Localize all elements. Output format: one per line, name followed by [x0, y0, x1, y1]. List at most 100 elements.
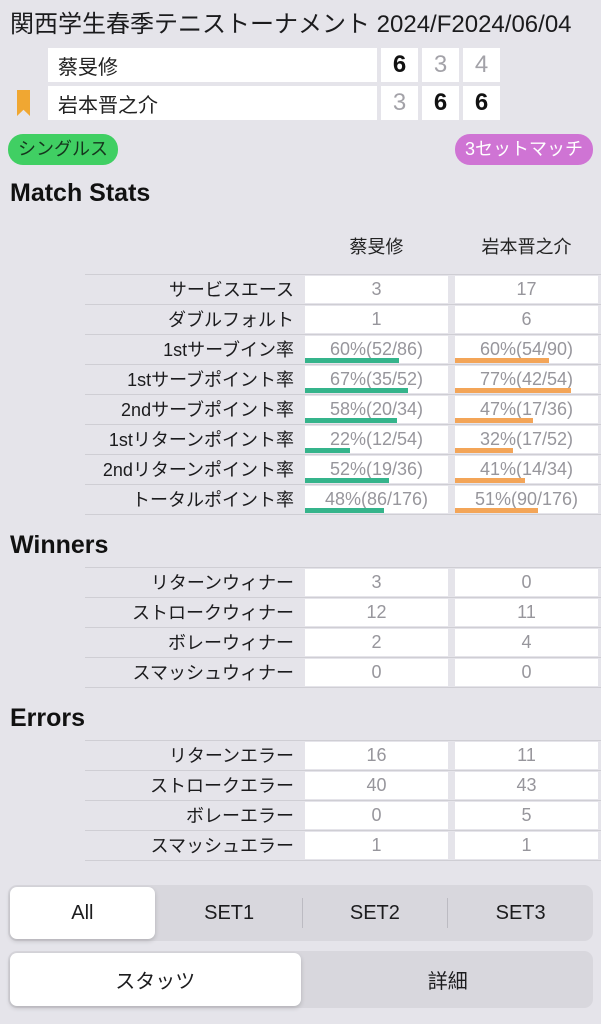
- header: 関西学生春季テニストーナメント 2024/F 2024/06/04: [0, 0, 601, 41]
- stat-label: リターンウィナー: [150, 573, 294, 593]
- table-row: サービスエース 3 17: [0, 274, 601, 304]
- stat-value-text: 51%(90/176): [474, 488, 579, 509]
- stat-value-p1: 48%(86/176): [305, 485, 448, 513]
- player2-column-header: 岩本晋之介: [481, 236, 572, 257]
- table-row: 1stサーブイン率 60%(52/86) 60%(54/90): [0, 334, 601, 364]
- stat-value-p2: 32%(17/52): [455, 425, 598, 453]
- match-stats-heading: Match Stats: [10, 179, 151, 207]
- stat-value-p2: 47%(17/36): [455, 395, 598, 423]
- table-row: 2ndリターンポイント率 52%(19/36) 41%(14/34): [0, 454, 601, 484]
- player2-set2-score[interactable]: 6: [422, 86, 459, 120]
- stat-value-text: 22%(12/54): [329, 428, 424, 449]
- stat-value-text: 67%(35/52): [329, 368, 424, 389]
- stat-label: ダブルフォルト: [168, 310, 294, 330]
- stat-label: 1stサーブポイント率: [127, 370, 294, 390]
- stat-value-text: 41%(14/34): [479, 458, 574, 479]
- stat-value-text: 52%(19/36): [329, 458, 424, 479]
- segment-set1[interactable]: SET1: [204, 901, 255, 924]
- table-row: トータルポイント率 48%(86/176) 51%(90/176): [0, 484, 601, 514]
- stats-column-headers: 蔡旻修 岩本晋之介: [0, 233, 601, 258]
- p2-percentage-bar: [455, 417, 533, 423]
- winners-table: リターンウィナー 3 0 ストロークウィナー 12 11 ボレーウィナー 2 4…: [0, 567, 601, 688]
- table-row: スマッシュウィナー 0 0: [0, 657, 601, 687]
- stat-label: ストロークウィナー: [132, 603, 294, 623]
- p1-percentage-bar: [305, 507, 384, 513]
- stat-value-text: 60%(52/86): [329, 338, 424, 359]
- segment-set3[interactable]: SET3: [495, 901, 546, 924]
- stat-value-p2: 77%(42/54): [455, 365, 598, 393]
- p2-percentage-bar: [455, 507, 538, 513]
- table-row: リターンウィナー 3 0: [0, 567, 601, 597]
- stat-value-p1: 16: [305, 741, 448, 769]
- player1-set3-score[interactable]: 4: [463, 48, 500, 82]
- p1-percentage-bar: [305, 477, 390, 483]
- stat-value-p1: 60%(52/86): [305, 335, 448, 363]
- stat-value-p1: 67%(35/52): [305, 365, 448, 393]
- stat-label: トータルポイント率: [132, 490, 294, 510]
- errors-table: リターンエラー 16 11 ストロークエラー 40 43 ボレーエラー 0 5 …: [0, 740, 601, 861]
- player1-set2-score[interactable]: 3: [422, 48, 459, 82]
- stat-value-p1: 0: [305, 801, 448, 829]
- stat-label: 1stサーブイン率: [163, 340, 294, 360]
- stat-value-p1: 0: [305, 658, 448, 686]
- stat-value-p2: 1: [455, 831, 598, 859]
- stat-label: スマッシュウィナー: [132, 663, 294, 683]
- segment-divider: [301, 898, 303, 928]
- player2-set3-score[interactable]: 6: [463, 86, 500, 120]
- stat-label: 2ndリターンポイント率: [102, 460, 294, 480]
- table-row: ボレーウィナー 2 4: [0, 627, 601, 657]
- player2-name-field[interactable]: 岩本晋之介: [48, 86, 377, 120]
- p1-percentage-bar: [305, 447, 351, 453]
- stat-value-p1: 52%(19/36): [305, 455, 448, 483]
- stat-label: 1stリターンポイント率: [108, 430, 294, 450]
- player1-set1-score[interactable]: 6: [381, 48, 418, 82]
- stat-value-text: 32%(17/52): [479, 428, 574, 449]
- player2-row: 岩本晋之介 3 6 6: [17, 86, 601, 120]
- stat-value-p2: 11: [455, 741, 598, 769]
- set-selector: All SET1 SET2 SET3: [8, 885, 593, 941]
- tournament-title: 関西学生春季テニストーナメント 2024/F: [10, 11, 452, 38]
- match-format-badge: 3セットマッチ: [454, 134, 593, 165]
- stat-value-p1: 40: [305, 771, 448, 799]
- p2-percentage-bar: [455, 357, 550, 363]
- stat-label: ストロークエラー: [150, 776, 294, 796]
- stat-label: サービスエース: [168, 280, 294, 300]
- p1-percentage-bar: [305, 357, 400, 363]
- stat-value-p1: 58%(20/34): [305, 395, 448, 423]
- stat-value-p2: 0: [455, 568, 598, 596]
- table-row: ボレーエラー 0 5: [0, 800, 601, 830]
- stat-value-p1: 1: [305, 831, 448, 859]
- stat-label: ボレーウィナー: [168, 633, 294, 653]
- stat-value-p1: 3: [305, 275, 448, 303]
- winners-heading: Winners: [10, 531, 109, 559]
- bookmark-icon[interactable]: [17, 90, 30, 116]
- stat-value-p2: 11: [455, 598, 598, 626]
- stat-value-p2: 51%(90/176): [455, 485, 598, 513]
- segment-all[interactable]: All: [10, 887, 155, 939]
- segment-details[interactable]: 詳細: [427, 971, 468, 993]
- stat-value-p2: 5: [455, 801, 598, 829]
- stat-value-text: 60%(54/90): [479, 338, 574, 359]
- errors-heading: Errors: [10, 704, 86, 732]
- match-stats-table: サービスエース 3 17 ダブルフォルト 1 6 1stサーブイン率 60%(5…: [0, 274, 601, 515]
- stat-label: リターンエラー: [168, 746, 294, 766]
- p2-percentage-bar: [455, 477, 525, 483]
- match-type-badge: シングルス: [8, 134, 118, 165]
- stat-value-p2: 60%(54/90): [455, 335, 598, 363]
- table-row: ダブルフォルト 1 6: [0, 304, 601, 334]
- stat-value-p2: 6: [455, 305, 598, 333]
- segment-divider: [447, 898, 449, 928]
- table-row: 1stサーブポイント率 67%(35/52) 77%(42/54): [0, 364, 601, 394]
- stat-value-text: 47%(17/36): [479, 398, 574, 419]
- segment-set2[interactable]: SET2: [349, 901, 400, 924]
- view-selector: スタッツ 詳細: [8, 951, 593, 1008]
- tag-row: シングルス 3セットマッチ: [8, 134, 593, 165]
- scoreboard: 蔡旻修 6 3 4 岩本晋之介 3 6 6: [0, 48, 601, 120]
- stat-value-text: 77%(42/54): [479, 368, 574, 389]
- stat-value-p2: 17: [455, 275, 598, 303]
- player1-name-field[interactable]: 蔡旻修: [48, 48, 377, 82]
- segment-stats[interactable]: スタッツ: [10, 953, 301, 1006]
- stat-value-text: 58%(20/34): [329, 398, 424, 419]
- player2-set1-score[interactable]: 3: [381, 86, 418, 120]
- p2-percentage-bar: [455, 447, 514, 453]
